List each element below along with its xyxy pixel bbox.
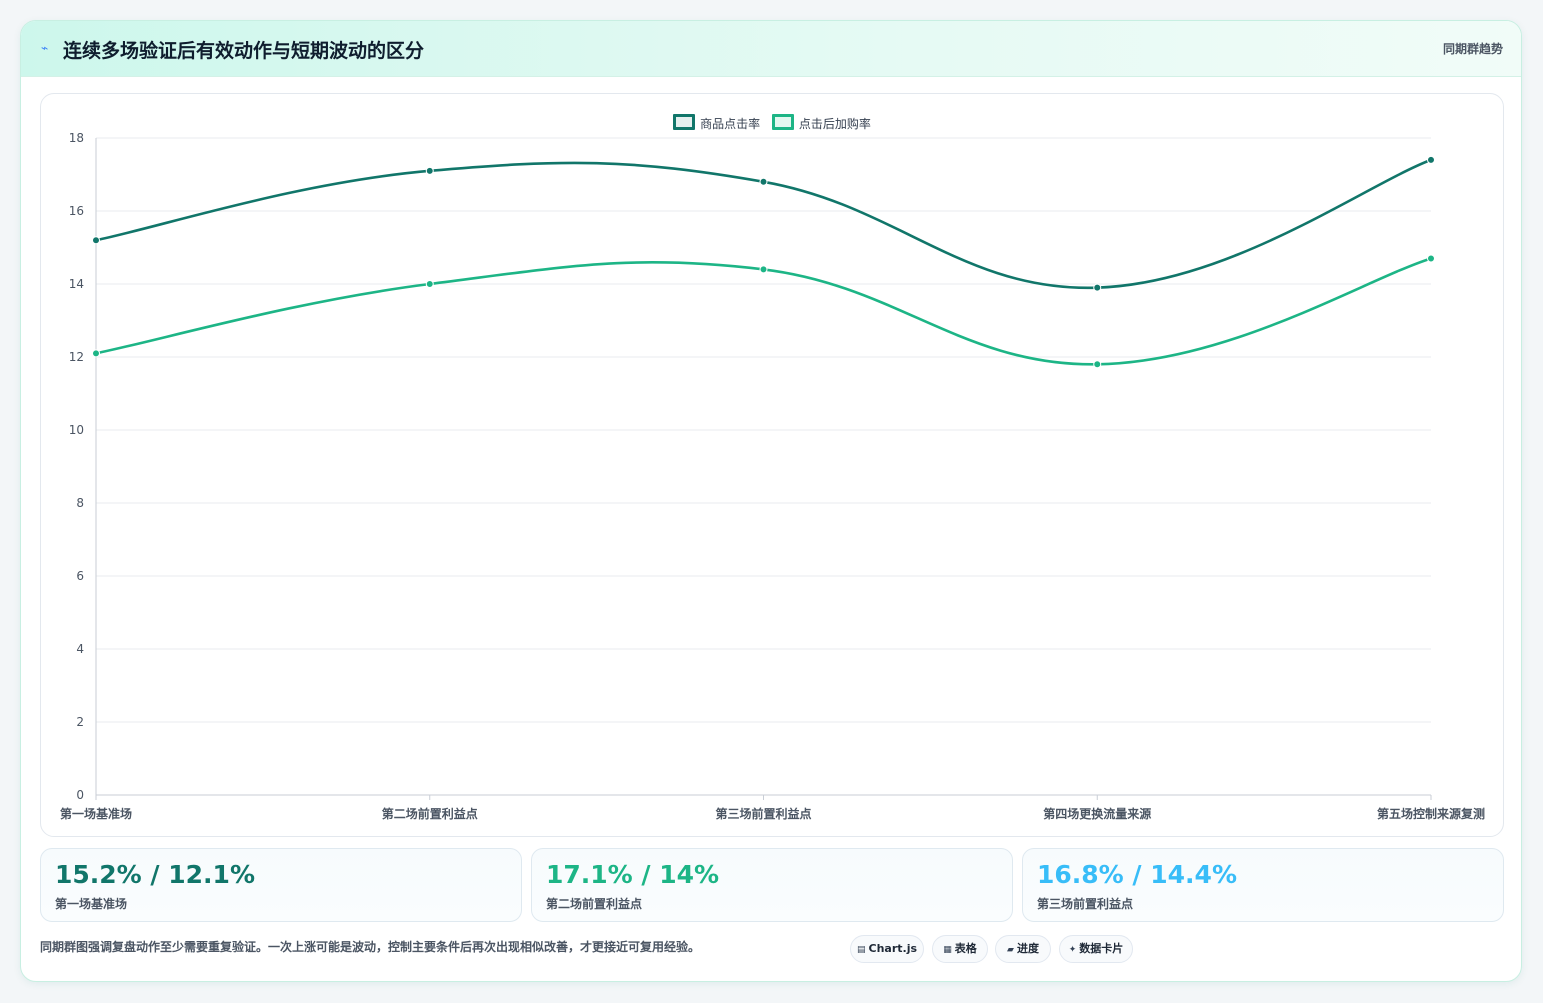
tag-chartjs[interactable]: ▤ Chart.js: [850, 935, 924, 963]
legend-label-series-0: 商品点击率: [700, 117, 761, 131]
y-tick-label: 12: [69, 350, 84, 364]
chart-container: 商品点击率 点击后加购率 0 2 4 6 8 10 12 14 16 18 第一场基准场 第二场前置利…: [40, 93, 1504, 837]
legend-label-series-1: 点击后加购率: [798, 117, 871, 131]
legend-item-series-1[interactable]: 点击后加购率: [771, 114, 871, 132]
x-tick-label: 第五场控制来源复测: [1377, 806, 1485, 821]
header-right-label: 同期群趋势: [1442, 42, 1503, 56]
series-line-1: [95, 257, 1432, 366]
tag-label: 进度: [1016, 942, 1039, 955]
tag-progress[interactable]: ▰ 进度: [995, 935, 1051, 963]
data-point-series-1-2: [759, 265, 768, 274]
y-tick-label: 16: [69, 204, 84, 218]
table-icon: ▦: [943, 945, 952, 955]
chart-line-icon: ⌁: [41, 41, 49, 55]
progress-icon: ▰: [1007, 945, 1014, 955]
y-tick-label: 0: [76, 788, 84, 802]
stat-cards: 15.2% / 12.1% 第一场基准场 17.1% / 14% 第二场前置利益…: [40, 848, 1504, 922]
tag-table[interactable]: ▦ 表格: [932, 935, 988, 963]
line-chart-plot: 0 2 4 6 8 10 12 14 16 18 第一场基准场 第二场前置利益点 第三场前置利益点 第四场…: [60, 131, 1485, 821]
stat-card-value: 17.1% / 14%: [546, 860, 720, 889]
legend-item-series-0[interactable]: 商品点击率: [673, 114, 760, 132]
data-point-series-1-4: [1427, 254, 1435, 263]
x-tick-label: 第四场更换流量来源: [1043, 806, 1151, 821]
tag-label: Chart.js: [868, 942, 918, 955]
y-tick-label: 4: [76, 642, 84, 656]
y-tick-label: 6: [76, 569, 84, 583]
sparkle-icon: ✦: [1068, 945, 1077, 955]
y-tick-label: 18: [69, 131, 84, 145]
chart-panel: ⌁ 连续多场验证后有效动作与短期波动的区分 同期群趋势 商品点击率 点击后加购率…: [20, 20, 1522, 982]
x-tick-label: 第二场前置利益点: [382, 806, 478, 821]
data-point-series-0-2: [759, 177, 768, 186]
y-tick-label: 8: [76, 496, 84, 510]
stat-card-label: 第二场前置利益点: [546, 897, 643, 911]
data-point-series-0-0: [92, 236, 100, 245]
y-tick-label: 10: [69, 423, 84, 437]
legend-swatch-series-1: [771, 114, 794, 130]
y-tick-label: 14: [69, 277, 84, 291]
panel-header: ⌁ 连续多场验证后有效动作与短期波动的区分 同期群趋势: [21, 21, 1521, 77]
stat-card-0: 15.2% / 12.1% 第一场基准场: [40, 848, 522, 922]
x-tick-label: 第三场前置利益点: [715, 806, 811, 821]
data-point-series-0-3: [1093, 283, 1102, 292]
panel-title: 连续多场验证后有效动作与短期波动的区分: [63, 40, 425, 62]
tag-data-card[interactable]: ✦ 数据卡片: [1059, 935, 1133, 963]
data-point-series-0-1: [425, 166, 434, 175]
chart-legend: 商品点击率 点击后加购率: [41, 114, 1503, 132]
stat-card-2: 16.8% / 14.4% 第三场前置利益点: [1022, 848, 1504, 922]
data-point-series-0-4: [1427, 155, 1435, 164]
data-point-series-1-1: [425, 280, 434, 288]
tag-label: 表格: [954, 942, 977, 955]
data-point-series-1-0: [92, 349, 100, 358]
tag-label: 数据卡片: [1079, 942, 1124, 955]
chart-icon: ▤: [856, 945, 866, 955]
stat-card-label: 第一场基准场: [55, 897, 128, 911]
stat-card-value: 15.2% / 12.1%: [55, 860, 255, 889]
x-tick-label: 第一场基准场: [60, 806, 132, 821]
data-point-series-1-3: [1093, 360, 1102, 369]
stat-card-label: 第三场前置利益点: [1037, 897, 1134, 911]
y-tick-label: 2: [76, 715, 84, 729]
legend-swatch-series-0: [673, 114, 696, 130]
stat-card-1: 17.1% / 14% 第二场前置利益点: [531, 848, 1013, 922]
footnote-text: 同期群图强调复盘动作至少需要重复验证。一次上涨可能是波动，控制主要条件后再次出现…: [40, 940, 701, 954]
stat-card-value: 16.8% / 14.4%: [1037, 860, 1237, 889]
